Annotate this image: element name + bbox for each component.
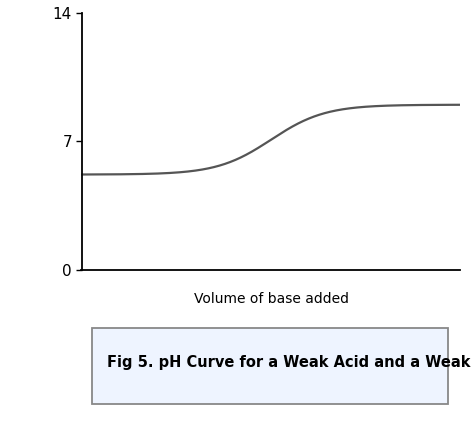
Text: Volume of base added: Volume of base added	[193, 292, 348, 306]
FancyBboxPatch shape	[92, 328, 448, 404]
Text: Fig 5. pH Curve for a Weak Acid and a Weak Base.: Fig 5. pH Curve for a Weak Acid and a We…	[107, 355, 474, 370]
